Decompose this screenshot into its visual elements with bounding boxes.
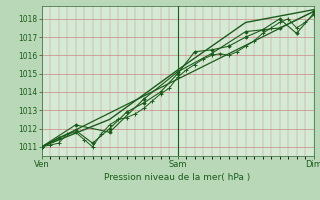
X-axis label: Pression niveau de la mer( hPa ): Pression niveau de la mer( hPa ) xyxy=(104,173,251,182)
